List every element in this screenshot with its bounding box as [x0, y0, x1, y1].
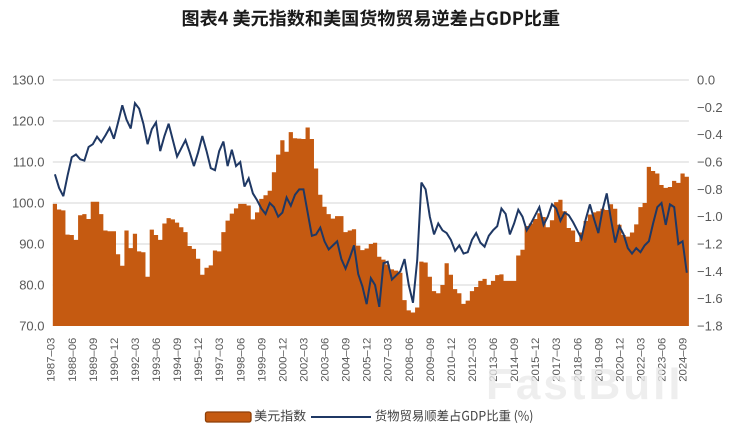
svg-text:1987–03: 1987–03	[46, 338, 58, 382]
svg-text:1988–06: 1988–06	[67, 338, 79, 382]
svg-text:2014–09: 2014–09	[509, 338, 521, 382]
svg-text:2013–06: 2013–06	[488, 338, 500, 382]
svg-text:−1.8: −1.8	[697, 319, 723, 334]
svg-text:−0.6: −0.6	[697, 155, 723, 170]
svg-text:1993–06: 1993–06	[151, 338, 163, 382]
svg-text:2022–03: 2022–03	[635, 338, 647, 382]
svg-text:−0.2: −0.2	[697, 100, 723, 115]
svg-text:2004–09: 2004–09	[341, 338, 353, 382]
svg-text:2005–12: 2005–12	[362, 338, 374, 382]
svg-text:2017–03: 2017–03	[551, 338, 563, 382]
svg-text:2010–12: 2010–12	[446, 338, 458, 382]
svg-text:−1.6: −1.6	[697, 291, 723, 306]
svg-text:−0.8: −0.8	[697, 182, 723, 197]
svg-text:70.0: 70.0	[19, 319, 44, 334]
svg-text:1999–09: 1999–09	[256, 338, 268, 382]
svg-text:2023–06: 2023–06	[657, 338, 669, 382]
svg-text:2000–12: 2000–12	[277, 338, 289, 382]
svg-text:1989–09: 1989–09	[88, 338, 100, 382]
svg-text:120.0: 120.0	[12, 114, 45, 129]
svg-text:1997–03: 1997–03	[214, 338, 226, 382]
svg-text:0.0: 0.0	[697, 73, 715, 88]
svg-text:2003–06: 2003–06	[320, 338, 332, 382]
svg-text:2019–09: 2019–09	[593, 338, 605, 382]
svg-text:2008–06: 2008–06	[404, 338, 416, 382]
svg-text:90.0: 90.0	[19, 237, 44, 252]
svg-text:1995–12: 1995–12	[193, 338, 205, 382]
svg-text:FastBull: FastBull	[486, 360, 684, 409]
svg-text:1994–09: 1994–09	[172, 338, 184, 382]
svg-text:130.0: 130.0	[12, 73, 45, 88]
svg-text:−0.4: −0.4	[697, 127, 723, 142]
svg-text:1992–03: 1992–03	[130, 338, 142, 382]
svg-text:2012–03: 2012–03	[467, 338, 479, 382]
svg-text:−1.0: −1.0	[697, 209, 723, 224]
svg-text:−1.2: −1.2	[697, 237, 723, 252]
svg-text:80.0: 80.0	[19, 278, 44, 293]
svg-text:2024–09: 2024–09	[678, 338, 690, 382]
svg-text:1998–06: 1998–06	[235, 338, 247, 382]
svg-text:110.0: 110.0	[13, 155, 45, 170]
svg-text:2007–03: 2007–03	[383, 338, 395, 382]
svg-text:2015–12: 2015–12	[530, 338, 542, 382]
svg-text:100.0: 100.0	[12, 196, 45, 211]
svg-text:2018–06: 2018–06	[572, 338, 584, 382]
svg-text:−1.4: −1.4	[697, 264, 723, 279]
svg-text:1990–12: 1990–12	[109, 338, 121, 382]
svg-text:2009–09: 2009–09	[425, 338, 437, 382]
svg-text:2002–03: 2002–03	[298, 338, 310, 382]
svg-text:2020–12: 2020–12	[614, 338, 626, 382]
